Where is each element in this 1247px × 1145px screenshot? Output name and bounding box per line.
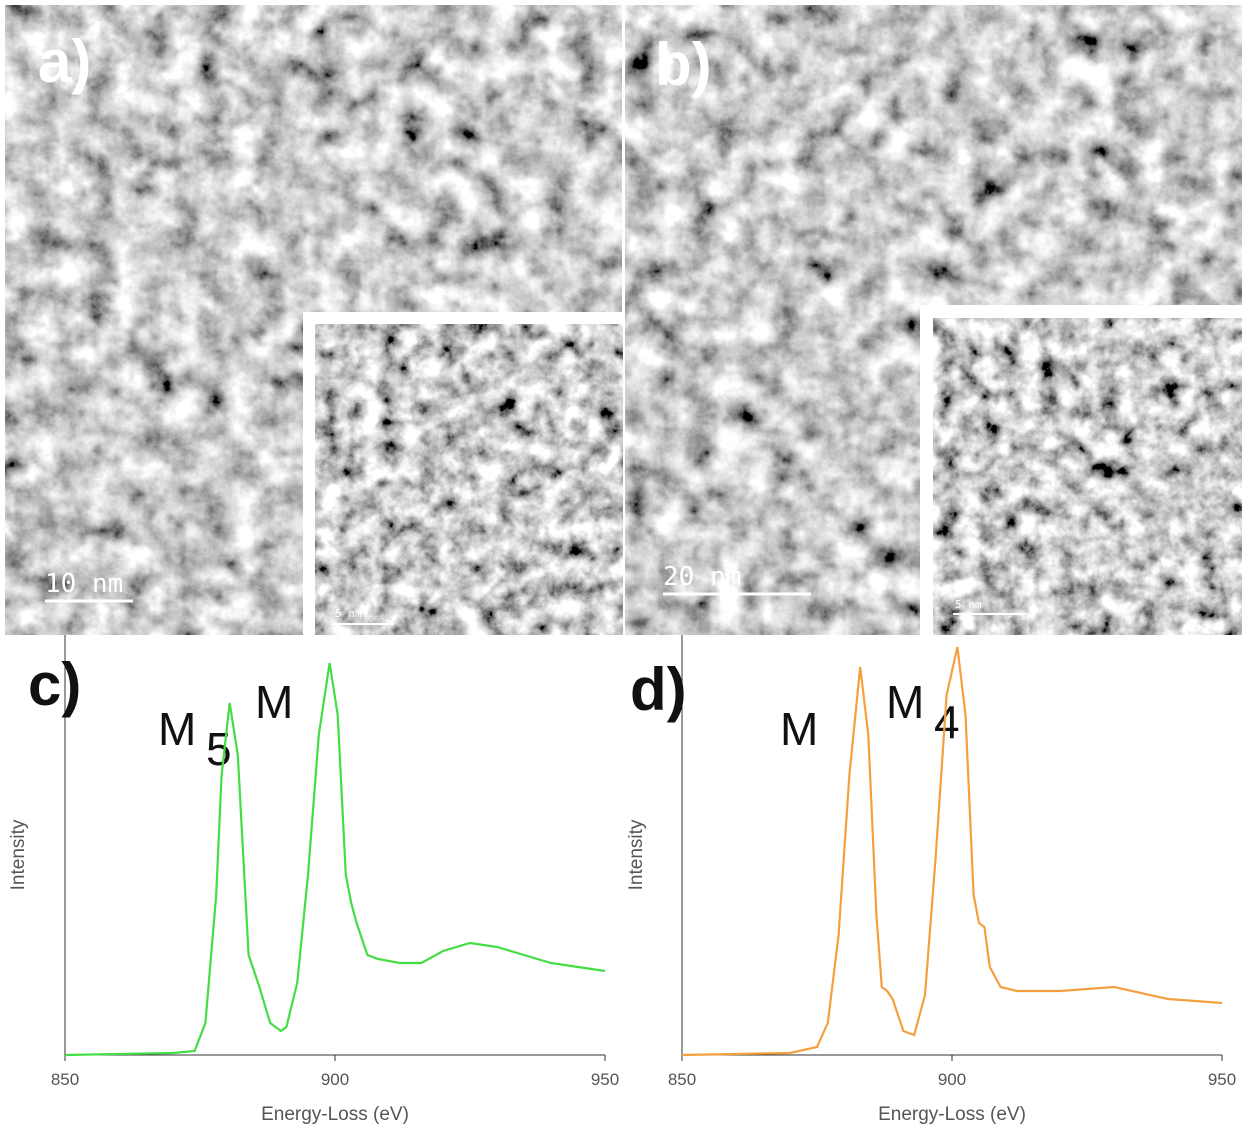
- y-axis-label: Intensity: [626, 819, 647, 890]
- peak-label-subscript: 5: [206, 723, 232, 775]
- x-tick-label: 900: [321, 1070, 349, 1089]
- peak-label: M: [886, 676, 924, 728]
- chart-title: c): [28, 651, 81, 718]
- inset-a: [315, 324, 623, 635]
- panel-label: b): [655, 31, 712, 98]
- peak-label: M: [158, 703, 196, 755]
- y-axis-label: Intensity: [8, 819, 29, 890]
- x-tick-label: 950: [1208, 1070, 1236, 1089]
- spectrum-line: [64, 662, 606, 1057]
- scale-bar-label: 10 nm: [45, 569, 123, 599]
- spectrum-line: [681, 646, 1223, 1057]
- chart-title: d): [630, 656, 687, 723]
- peak-label: M: [255, 676, 293, 728]
- scale-bar-label: 20 nm: [663, 562, 741, 592]
- inset-b: [933, 318, 1242, 635]
- x-tick-label: 850: [51, 1070, 79, 1089]
- panel-label: a): [38, 28, 91, 95]
- x-tick-label: 850: [668, 1070, 696, 1089]
- x-tick-label: 950: [591, 1070, 619, 1089]
- peak-label: M: [780, 703, 818, 755]
- scale-bar-label: 5 nm: [335, 607, 362, 620]
- x-axis-label: Energy-Loss (eV): [261, 1104, 409, 1125]
- x-axis-label: Energy-Loss (eV): [878, 1104, 1026, 1125]
- x-tick-label: 900: [938, 1070, 966, 1089]
- scale-bar-label: 5 nm: [955, 598, 982, 611]
